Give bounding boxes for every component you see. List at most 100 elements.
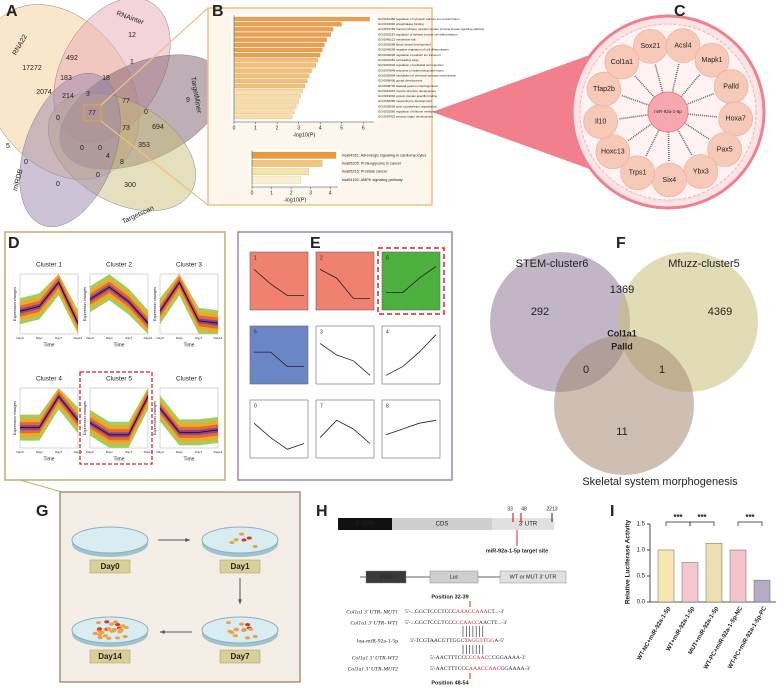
cell (244, 636, 251, 640)
cell (241, 628, 247, 633)
x-tick-label: Day7 (125, 336, 132, 340)
term-label: GO:0048705 skeletal system morphogenesis (378, 84, 438, 88)
x-tick-label: 1 (254, 125, 257, 131)
term-label: GO:0001568 blood vessel development (378, 43, 431, 47)
venn-count: 77 (122, 98, 130, 105)
sequence-part: 5'-AACTTTCCC (430, 655, 469, 661)
edge (667, 131, 670, 163)
construct-label: SV40 (379, 574, 392, 580)
mean-line (89, 396, 149, 436)
mean-line (159, 281, 219, 324)
sequence-part: CGGAAAA-3' (492, 655, 526, 661)
band (90, 390, 148, 441)
wedge (432, 52, 598, 172)
band (90, 284, 148, 326)
axis-label: Relative Luciferase Activity (625, 519, 632, 604)
node (718, 101, 753, 137)
bar (233, 22, 342, 27)
x-tick-label: Day14 (214, 336, 223, 340)
edge (620, 94, 650, 107)
highlight-box (377, 247, 445, 315)
construct-part (499, 570, 567, 584)
construct-part (429, 570, 479, 584)
position-label: 48 (521, 506, 527, 512)
term-label: GO:0061061 muscle structure development (378, 89, 436, 93)
y-tick-label: 0.0 (637, 600, 646, 606)
center-label: miR-92a-1-5p (654, 109, 682, 114)
x-tick-label: Day7 (55, 336, 62, 340)
node-label: Ybx3 (693, 168, 709, 175)
edge (686, 92, 715, 106)
edge (644, 129, 660, 158)
x-tick-label: Day0 (156, 450, 163, 454)
venn-count: 4 (106, 153, 110, 160)
bar (657, 549, 675, 603)
bar (233, 52, 321, 58)
term-label: GO:0007169 transmembrane receptor protei… (378, 27, 485, 31)
node-label: Acsl4 (674, 43, 691, 50)
venn-count: 3 (86, 91, 90, 98)
node-label: Mapk1 (702, 57, 723, 64)
term-label: GO:0031060 regulation of histone methyla… (378, 110, 440, 114)
cell (120, 624, 126, 628)
cell (229, 540, 235, 545)
venn-count: 17272 (22, 65, 42, 72)
sequence: 5'-AACTTTCCCCCAACCCGGAAAA-3' (430, 655, 526, 661)
edge (684, 122, 711, 141)
axis-label: Time (184, 456, 195, 462)
sequence-name: Col1a1 3' UTR-WT2 (352, 655, 398, 661)
bar (251, 176, 301, 184)
bar (233, 47, 323, 53)
axis-label: Time (44, 456, 55, 462)
day-label: Day1 (230, 562, 250, 571)
panel-letter: A (6, 3, 18, 20)
profile-number: 7 (320, 403, 323, 409)
term-label: GO:0030036 actin cytoskeleton organizati… (378, 104, 437, 108)
node-label: Hoxa7 (726, 116, 746, 123)
term-label: hsa04261: Adrenergic signaling in cardio… (342, 153, 427, 157)
axis-label: Time (114, 342, 125, 348)
x-tick-label: 2 (276, 125, 279, 131)
node (665, 28, 701, 63)
node (694, 42, 730, 78)
term-label: GO:0008406 gonad development (378, 79, 423, 83)
cell (227, 629, 233, 633)
panel-letter: G (36, 503, 48, 520)
region-label: 3' UTR (519, 522, 538, 528)
bar (233, 63, 316, 68)
x-tick-label: 1 (270, 190, 273, 196)
site-label: miR-92a-1-5p target site (486, 548, 548, 554)
day-tag (89, 649, 131, 664)
edge (687, 113, 718, 118)
axis-label: Expression changes (153, 287, 157, 321)
sequence-part: AAACCAAC (469, 666, 501, 672)
venn-count: 0 (56, 181, 60, 188)
node (620, 155, 655, 191)
set-label: Mfuzz-cluster5 (668, 258, 740, 270)
bar (233, 78, 308, 84)
axis-label: Expression changes (83, 401, 87, 435)
connector (19, 479, 63, 493)
venn-count: 353 (138, 142, 150, 149)
term-label: GO:0060485 mesenchyme development (378, 99, 432, 103)
venn-count: 0 (144, 109, 148, 116)
day-tag (219, 559, 261, 574)
node-label: Trps1 (629, 170, 647, 177)
arrow-head (160, 630, 165, 634)
venn-count: 12 (128, 32, 136, 39)
center-label: Col1a1 (607, 328, 637, 338)
venn-count: 0 (56, 115, 60, 122)
x-tick-label: Day7 (195, 336, 202, 340)
cell (246, 536, 252, 540)
venn-count: 0 (24, 159, 28, 166)
arrow-head (185, 538, 190, 542)
venn-count: 9 (186, 97, 190, 104)
cell (122, 634, 128, 639)
cell (106, 627, 112, 631)
x-tick-label: 3 (297, 125, 300, 131)
profile-number: 3 (320, 329, 323, 335)
day-label: Day7 (230, 652, 250, 661)
profile-box (381, 399, 441, 459)
x-tick-label: Day0 (86, 450, 93, 454)
plot-area (231, 14, 377, 122)
